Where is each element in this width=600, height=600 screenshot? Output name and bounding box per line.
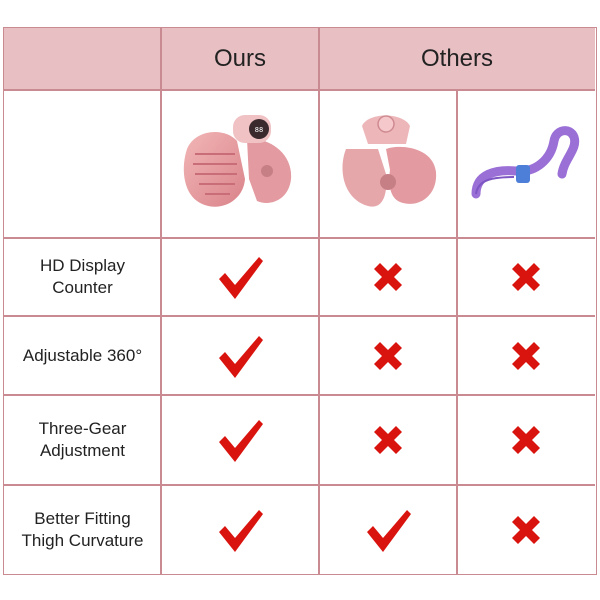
product-other2-cell (457, 90, 595, 238)
header-ours: Ours (161, 28, 319, 90)
check-icon (161, 485, 319, 574)
product-other1-cell (319, 90, 457, 238)
cross-icon (457, 238, 595, 316)
check-icon (319, 485, 457, 574)
feature-label: HD Display Counter (39, 256, 126, 297)
check-icon (161, 395, 319, 485)
check-icon (161, 238, 319, 316)
cross-icon (457, 485, 595, 574)
cross-icon (319, 395, 457, 485)
feature-label: Adjustable 360° (22, 345, 143, 365)
header-empty-cell (4, 28, 161, 90)
cross-icon (457, 395, 595, 485)
product-ours-cell: 88 (161, 90, 319, 238)
header-others: Others (319, 28, 595, 90)
check-icon (161, 316, 319, 395)
cross-icon (319, 238, 457, 316)
feature-label: Three-Gear Adjustment (38, 419, 127, 460)
ours-kegel-trainer-image: 88 (183, 115, 292, 207)
cross-icon (457, 316, 595, 395)
cross-icon (319, 316, 457, 395)
other-thigh-toner-image (471, 126, 580, 199)
feature-label: Better Fitting Thigh Curvature (21, 508, 144, 550)
svg-text:88: 88 (255, 126, 263, 134)
other-pelvic-trainer-image (342, 115, 437, 207)
comparison-table: Ours Others 88 (3, 27, 597, 575)
